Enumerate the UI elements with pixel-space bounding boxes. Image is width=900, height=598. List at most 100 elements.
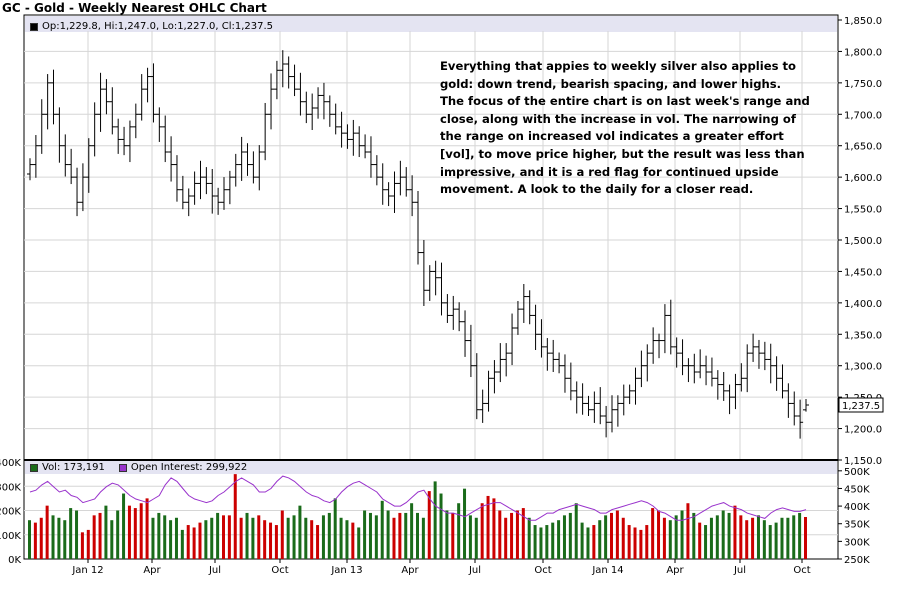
volume-bar <box>463 488 467 559</box>
volume-bar <box>657 510 661 559</box>
volume-bar <box>292 515 296 559</box>
volume-bar <box>157 512 161 559</box>
volume-bar <box>792 515 796 559</box>
volume-bar <box>539 527 543 559</box>
volume-bar <box>692 512 696 559</box>
volume-bar <box>198 522 202 559</box>
volume-bar <box>404 512 408 559</box>
volume-bar <box>698 522 702 559</box>
oi-right-tick-label: 300K <box>844 537 870 548</box>
volume-bar <box>474 517 478 559</box>
volume-bar <box>545 525 549 559</box>
vol-left-tick-label: 200K <box>0 507 21 518</box>
price-legend: Op:1,229.8, Hi:1,247.0, Lo:1,227.0, Cl:1… <box>30 21 273 32</box>
annotation-line: close, along with the increase in vol. T… <box>440 111 796 126</box>
volume-bar <box>533 525 537 559</box>
price-frame <box>23 14 839 461</box>
volume-bar <box>686 503 690 559</box>
volume-bar <box>57 517 61 559</box>
volume-bar <box>798 512 802 559</box>
annotation-line: impressive, and it is a red flag for con… <box>440 164 779 179</box>
volume-bar <box>363 510 367 559</box>
volume-bar <box>204 520 208 559</box>
volume-bar <box>727 512 731 559</box>
volume-bar <box>222 515 225 559</box>
volume-bar <box>627 525 631 559</box>
volume-bar <box>69 508 73 559</box>
volume-bar <box>333 498 337 559</box>
volume-bar <box>45 505 49 559</box>
volume-bar <box>733 505 737 559</box>
volume-bar <box>86 529 90 559</box>
price-tick-label: 1,150.0 <box>844 456 882 467</box>
volume-bar <box>621 517 625 559</box>
price-legend-text: Op:1,229.8, Hi:1,247.0, Lo:1,227.0, Cl:1… <box>42 21 274 32</box>
volume-bar <box>33 522 37 559</box>
volume-bar <box>598 520 602 559</box>
volume-bar <box>257 515 261 559</box>
price-tick-label: 1,500.0 <box>844 236 882 247</box>
volume-bar <box>127 505 131 559</box>
volume-bar <box>122 493 126 559</box>
price-tick-label: 1,450.0 <box>844 267 882 278</box>
last-price-box <box>838 397 884 413</box>
volume-bar <box>304 517 308 559</box>
volume-bar <box>668 520 672 559</box>
volume-bar <box>351 522 355 559</box>
x-axis: Jan 12 Apr Jul Oct Jan 13 Apr Jul Oct Jan 14 Apr J… <box>71 559 811 576</box>
vol-left-tick-label: 0K <box>8 555 21 566</box>
volume-bar <box>592 525 596 559</box>
volume-bar <box>180 529 184 559</box>
volume-bar <box>645 525 649 559</box>
volume-bar <box>751 517 755 559</box>
volume-bar <box>562 515 566 559</box>
oi-right-tick-label: 500K <box>844 467 870 478</box>
volume-bar <box>774 522 778 559</box>
volume-bar <box>568 512 572 559</box>
open-interest-line <box>29 475 807 521</box>
volume-bar <box>286 517 290 559</box>
vol-left-tick-label: 100K <box>0 531 21 542</box>
volume-bar <box>210 517 214 559</box>
volume-bar <box>174 517 178 559</box>
volume-bar <box>762 520 766 559</box>
volume-bar <box>345 520 349 559</box>
volume-bar <box>721 510 725 559</box>
volume-bar <box>580 522 584 559</box>
volume-bar <box>451 512 455 559</box>
volume-bar <box>316 525 320 559</box>
volume-bar <box>527 517 531 559</box>
x-tick-label: Oct <box>793 565 810 576</box>
vol-legend-text: Vol: 173,191 <box>42 462 105 473</box>
oi-legend-item: Open Interest: 299,922 <box>118 462 247 473</box>
volume-bar <box>557 520 561 559</box>
volume-panel: 400K 300K 200K 100K 0K 500K 450K 400K 350K 300K 25… <box>0 458 870 566</box>
volume-bar <box>457 503 461 559</box>
vol-left-tick-label: 300K <box>0 482 21 493</box>
price-tick-label: 1,350.0 <box>844 330 882 341</box>
volume-bar <box>427 491 431 559</box>
volume-bar <box>480 503 484 559</box>
volume-bar <box>28 520 31 559</box>
oi-right-tick-label: 400K <box>844 502 870 513</box>
volume-bar <box>280 510 284 559</box>
x-tick-label: Apr <box>143 565 161 576</box>
volume-bar <box>780 517 784 559</box>
annotation-line: The focus of the entire chart is on last… <box>440 94 810 109</box>
volume-bar <box>633 527 637 559</box>
volume-bar <box>786 517 790 559</box>
price-tick-label: 1,200.0 <box>844 425 882 436</box>
volume-bar <box>498 510 502 559</box>
annotation-line: movement. A look to the daily for a clos… <box>440 182 754 197</box>
volume-bar <box>504 517 508 559</box>
volume-bar <box>433 481 437 559</box>
price-tick-label: 1,700.0 <box>844 110 882 121</box>
last-price-label: 1,237.5 <box>842 401 880 412</box>
price-panel: 1,850.0 1,800.0 1,750.0 1,700.0 1,650.0 1,600… <box>23 14 884 467</box>
volume-bar <box>227 515 231 559</box>
volume-bar <box>368 512 372 559</box>
price-tick-label: 1,750.0 <box>844 79 882 90</box>
x-tick-label: Jul <box>468 565 481 576</box>
vol-left-tick-label: 400K <box>0 458 21 469</box>
